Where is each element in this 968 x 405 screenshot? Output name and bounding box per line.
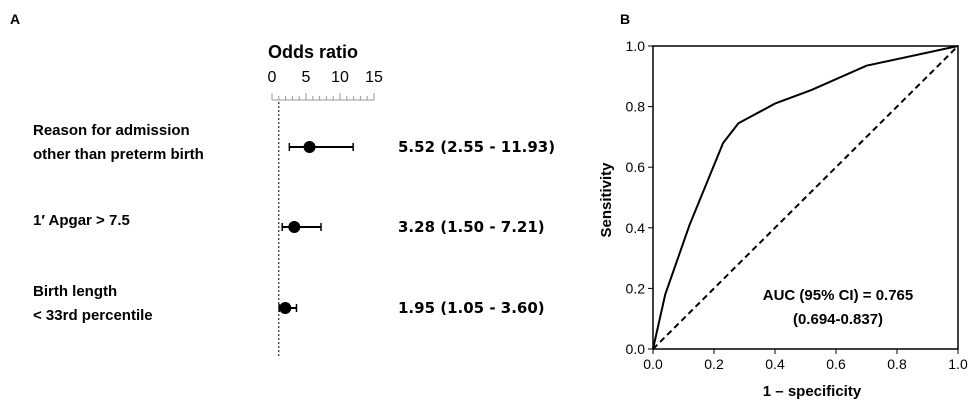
forest-plot-panel: A Odds ratio 0 5 10 15 Reason for admission…	[10, 11, 555, 358]
predictor-label-line: 1′ Apgar > 7.5	[33, 212, 130, 229]
roc-curve-panel: B 0.0 0.2 0.4 0.6 0.8 1.0 0.0 0.2 0.4 0.6 0.8 1.0 1…	[598, 11, 968, 400]
chance-diagonal-line	[652, 45, 959, 350]
forest-x-axis	[271, 93, 375, 101]
forest-x-tick-label: 0	[268, 69, 277, 86]
predictor-label-line: < 33rd percentile	[33, 307, 153, 324]
odds-ratio-point	[279, 302, 292, 314]
roc-x-tick-label: 1.0	[948, 356, 968, 372]
roc-y-tick-label: 0.6	[626, 159, 646, 175]
roc-series	[652, 45, 959, 350]
forest-rows: Reason for admission other than preterm b…	[33, 122, 555, 324]
estimate-label: 5.52 (2.55 - 11.93)	[398, 138, 555, 156]
predictor-label-line: Birth length	[33, 283, 117, 300]
roc-y-axis-label: Sensitivity	[598, 162, 615, 238]
forest-x-tick-labels: 0 5 10 15	[268, 69, 383, 86]
auc-annotation: AUC (95% CI) = 0.765 (0.694-0.837)	[763, 287, 913, 328]
predictor-label: 1′ Apgar > 7.5	[33, 212, 130, 229]
forest-x-tick-label: 5	[302, 69, 311, 86]
predictor-label: Reason for admission other than preterm b…	[33, 122, 204, 163]
odds-ratio-point	[303, 141, 316, 153]
roc-plot-frame	[652, 45, 959, 350]
odds-ratio-point	[288, 221, 301, 233]
auc-annotation-line: AUC (95% CI) = 0.765	[763, 287, 913, 304]
roc-x-axis-label: 1 – specificity	[763, 383, 862, 400]
estimate-label: 3.28 (1.50 - 7.21)	[398, 218, 545, 236]
roc-x-tick-label: 0.4	[765, 356, 785, 372]
forest-plot-title: Odds ratio	[268, 42, 358, 62]
predictor-label-line: Reason for admission	[33, 122, 190, 139]
forest-row: Birth length < 33rd percentile 1.95 (1.05 …	[33, 283, 545, 324]
roc-x-tick-label: 0.2	[704, 356, 724, 372]
roc-curve-line	[652, 45, 959, 350]
predictor-label: Birth length < 33rd percentile	[33, 283, 153, 324]
forest-x-tick-label: 10	[331, 69, 349, 86]
roc-y-tick-label: 0.2	[626, 280, 646, 296]
forest-row: Reason for admission other than preterm b…	[33, 122, 555, 163]
panel-b-letter: B	[620, 11, 630, 27]
predictor-label-line: other than preterm birth	[33, 146, 204, 163]
roc-y-tick-label: 0.4	[626, 220, 646, 236]
estimate-label: 1.95 (1.05 - 3.60)	[398, 299, 545, 317]
roc-y-tick-label: 0.8	[626, 99, 646, 115]
forest-row: 1′ Apgar > 7.5 3.28 (1.50 - 7.21)	[33, 212, 545, 236]
forest-x-tick-label: 15	[365, 69, 383, 86]
roc-y-tick-label: 0.0	[626, 341, 646, 357]
roc-x-tick-label: 0.0	[643, 356, 663, 372]
roc-y-tick-label: 1.0	[626, 38, 646, 54]
auc-annotation-line: (0.694-0.837)	[793, 311, 883, 328]
roc-x-tick-label: 0.8	[887, 356, 907, 372]
roc-axes: 0.0 0.2 0.4 0.6 0.8 1.0 0.0 0.2 0.4 0.6 0.8 1.0	[626, 38, 968, 372]
panel-a-letter: A	[10, 11, 20, 27]
roc-x-tick-label: 0.6	[826, 356, 846, 372]
